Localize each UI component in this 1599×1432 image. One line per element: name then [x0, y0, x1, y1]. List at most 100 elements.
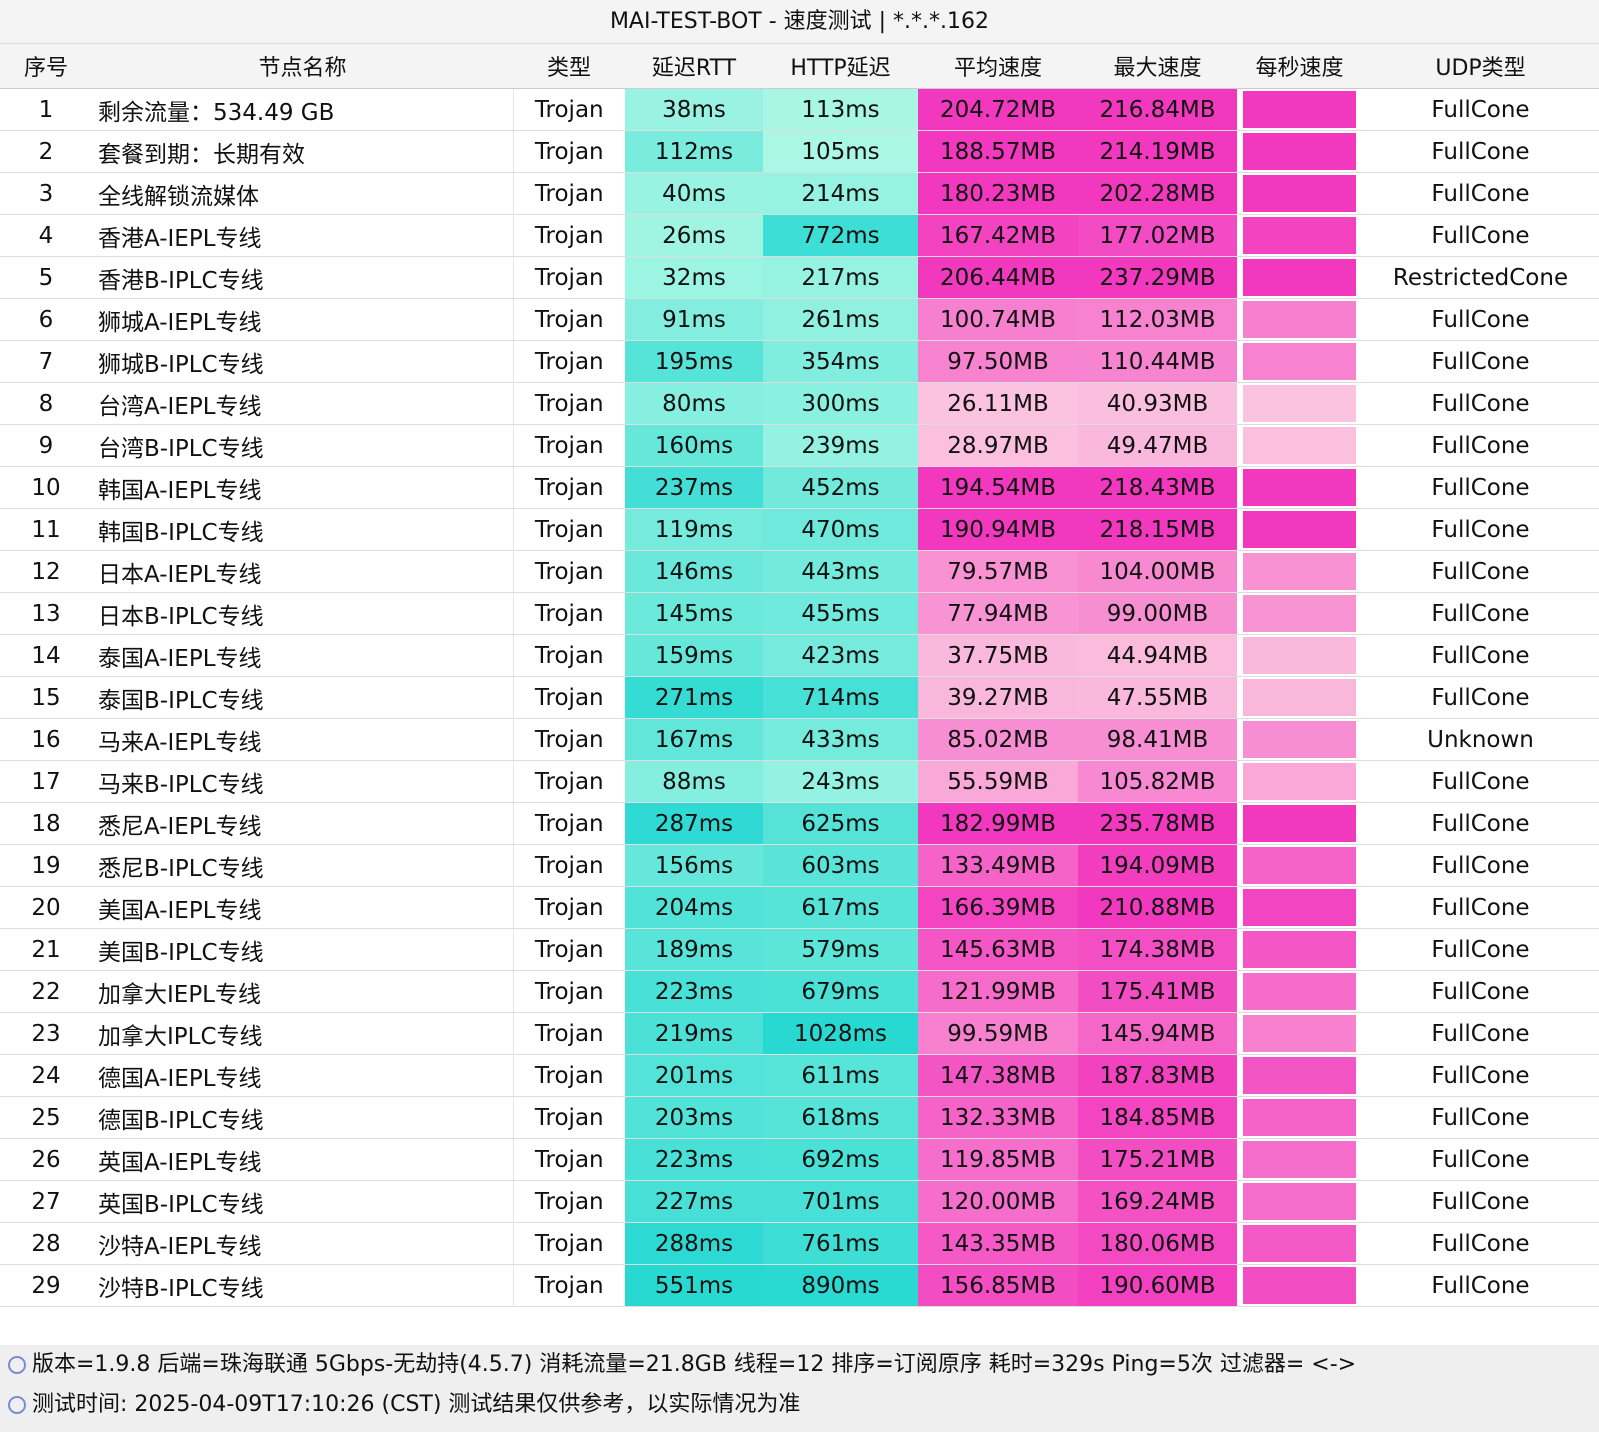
table-row: 26 英国A-IEPL专线 Trojan 223ms 692ms 119.85MB 175.… [0, 1138, 1599, 1181]
speed-graph-cell [1237, 1012, 1362, 1055]
speed-graph [1243, 763, 1356, 800]
rtt-cell: 219ms [625, 1012, 763, 1055]
table-row: 3 全线解锁流媒体 Trojan 40ms 214ms 180.23MB 202.28MB F… [0, 172, 1599, 215]
http-delay-cell: 214ms [763, 172, 918, 215]
udp-type-cell: FullCone [1362, 466, 1599, 509]
node-name-cell: 加拿大IPLC专线 [92, 1012, 514, 1055]
node-name-cell: 加拿大IEPL专线 [92, 970, 514, 1013]
speed-graph-cell [1237, 130, 1362, 173]
max-speed-cell: 145.94MB [1078, 1012, 1237, 1055]
http-delay-cell: 611ms [763, 1054, 918, 1097]
speed-graph-cell [1237, 886, 1362, 929]
column-header: 类型 [513, 44, 625, 89]
footer-text: 测试时间: 2025-04-09T17:10:26 (CST) 测试结果仅供参考… [32, 1392, 801, 1417]
index-cell: 28 [0, 1222, 92, 1265]
avg-speed-cell: 133.49MB [918, 844, 1078, 887]
table-row: 6 狮城A-IEPL专线 Trojan 91ms 261ms 100.74MB 112.03… [0, 298, 1599, 341]
column-header: 平均速度 [918, 44, 1078, 89]
http-delay-cell: 455ms [763, 592, 918, 635]
index-cell: 3 [0, 172, 92, 215]
speed-graph-cell [1237, 88, 1362, 131]
speed-graph [1243, 385, 1356, 422]
max-speed-cell: 190.60MB [1078, 1264, 1237, 1307]
udp-type-cell: FullCone [1362, 172, 1599, 215]
table-row: 2 套餐到期：长期有效 Trojan 112ms 105ms 188.57MB 214.19… [0, 130, 1599, 173]
http-delay-cell: 217ms [763, 256, 918, 299]
http-delay-cell: 761ms [763, 1222, 918, 1265]
speed-graph [1243, 133, 1356, 170]
node-name-cell: 台湾A-IEPL专线 [92, 382, 514, 425]
udp-type-cell: FullCone [1362, 634, 1599, 677]
speed-graph-cell [1237, 214, 1362, 257]
node-name-cell: 剩余流量：534.49 GB [92, 88, 514, 131]
avg-speed-cell: 100.74MB [918, 298, 1078, 341]
speed-graph [1243, 1141, 1356, 1178]
avg-speed-cell: 79.57MB [918, 550, 1078, 593]
speed-graph [1243, 553, 1356, 590]
max-speed-cell: 49.47MB [1078, 424, 1237, 467]
udp-type-cell: FullCone [1362, 214, 1599, 257]
node-name-cell: 泰国B-IPLC专线 [92, 676, 514, 719]
node-name-cell: 狮城A-IEPL专线 [92, 298, 514, 341]
udp-type-cell: FullCone [1362, 382, 1599, 425]
type-cell: Trojan [513, 382, 625, 425]
index-cell: 1 [0, 88, 92, 131]
http-delay-cell: 1028ms [763, 1012, 918, 1055]
type-cell: Trojan [513, 508, 625, 551]
table-row: 23 加拿大IPLC专线 Trojan 219ms 1028ms 99.59MB 145.9… [0, 1012, 1599, 1055]
table-row: 19 悉尼B-IPLC专线 Trojan 156ms 603ms 133.49MB 194.… [0, 844, 1599, 887]
rtt-cell: 201ms [625, 1054, 763, 1097]
udp-type-cell: FullCone [1362, 1012, 1599, 1055]
udp-type-cell: FullCone [1362, 298, 1599, 341]
udp-type-cell: FullCone [1362, 760, 1599, 803]
index-cell: 7 [0, 340, 92, 383]
udp-type-cell: FullCone [1362, 550, 1599, 593]
type-cell: Trojan [513, 886, 625, 929]
max-speed-cell: 216.84MB [1078, 88, 1237, 131]
rtt-cell: 156ms [625, 844, 763, 887]
max-speed-cell: 44.94MB [1078, 634, 1237, 677]
column-header: 最大速度 [1078, 44, 1237, 89]
column-header: 每秒速度 [1237, 44, 1362, 89]
table-row: 16 马来A-IEPL专线 Trojan 167ms 433ms 85.02MB 98.41… [0, 718, 1599, 761]
index-cell: 17 [0, 760, 92, 803]
max-speed-cell: 235.78MB [1078, 802, 1237, 845]
udp-type-cell: FullCone [1362, 928, 1599, 971]
type-cell: Trojan [513, 340, 625, 383]
http-delay-cell: 714ms [763, 676, 918, 719]
node-name-cell: 台湾B-IPLC专线 [92, 424, 514, 467]
node-name-cell: 德国A-IEPL专线 [92, 1054, 514, 1097]
speed-graph-cell [1237, 970, 1362, 1013]
table-row: 4 香港A-IEPL专线 Trojan 26ms 772ms 167.42MB 177.02… [0, 214, 1599, 257]
index-cell: 16 [0, 718, 92, 761]
speed-graph-cell [1237, 1138, 1362, 1181]
type-cell: Trojan [513, 88, 625, 131]
speed-graph [1243, 847, 1356, 884]
index-cell: 11 [0, 508, 92, 551]
table-row: 27 英国B-IPLC专线 Trojan 227ms 701ms 120.00MB 169.… [0, 1180, 1599, 1223]
node-name-cell: 马来B-IPLC专线 [92, 760, 514, 803]
rtt-cell: 288ms [625, 1222, 763, 1265]
speed-graph [1243, 343, 1356, 380]
max-speed-cell: 40.93MB [1078, 382, 1237, 425]
http-delay-cell: 625ms [763, 802, 918, 845]
udp-type-cell: FullCone [1362, 592, 1599, 635]
speed-graph-cell [1237, 550, 1362, 593]
column-header: 序号 [0, 44, 92, 89]
speed-graph [1243, 259, 1356, 296]
udp-type-cell: FullCone [1362, 844, 1599, 887]
header-row: 序号 节点名称 类型 延迟RTT HTTP延迟 平均速度 最大速度 每秒速度 UDP类型 [0, 44, 1599, 89]
type-cell: Trojan [513, 802, 625, 845]
udp-type-cell: FullCone [1362, 1054, 1599, 1097]
column-header: 节点名称 [92, 44, 513, 89]
speed-graph [1243, 91, 1356, 128]
node-name-cell: 全线解锁流媒体 [92, 172, 514, 215]
udp-type-cell: FullCone [1362, 886, 1599, 929]
max-speed-cell: 175.21MB [1078, 1138, 1237, 1181]
speed-graph-cell [1237, 1222, 1362, 1265]
node-name-cell: 美国B-IPLC专线 [92, 928, 514, 971]
table-row: 9 台湾B-IPLC专线 Trojan 160ms 239ms 28.97MB 49.47M… [0, 424, 1599, 467]
index-cell: 27 [0, 1180, 92, 1223]
avg-speed-cell: 204.72MB [918, 88, 1078, 131]
speed-graph-cell [1237, 256, 1362, 299]
